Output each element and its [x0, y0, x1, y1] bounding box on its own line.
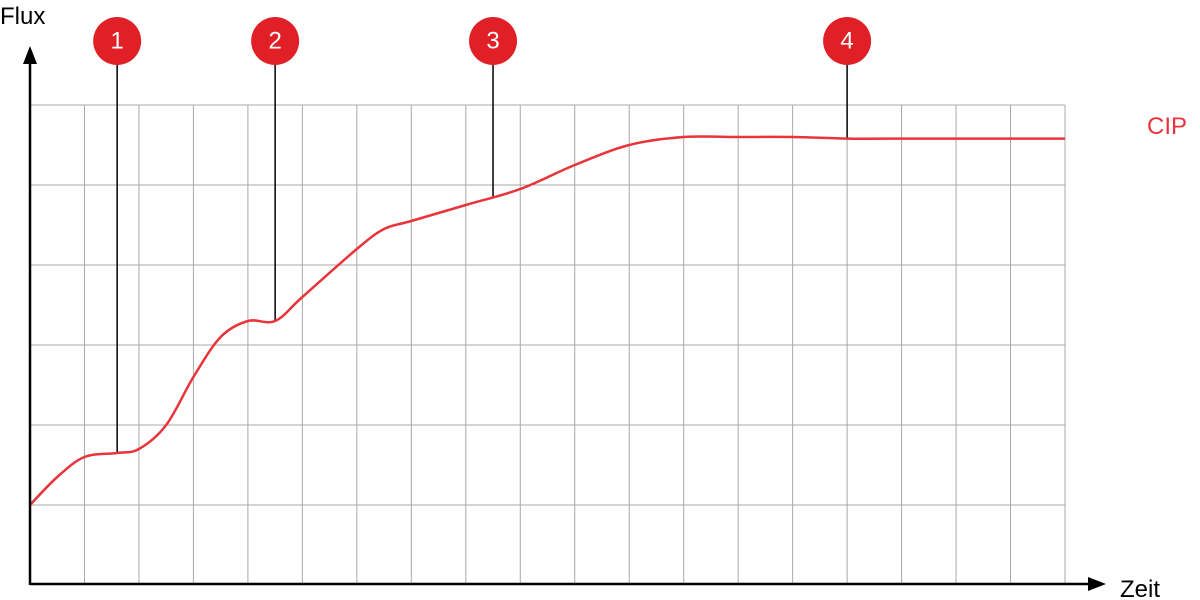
- series-label-cip: CIP: [1147, 113, 1187, 140]
- marker-number: 2: [268, 28, 281, 55]
- marker-number: 1: [110, 28, 123, 55]
- x-axis-label: Zeit: [1120, 576, 1160, 600]
- marker-leaders: [116, 65, 848, 453]
- marker-circle: [823, 17, 872, 65]
- marker-circle: [251, 17, 300, 65]
- marker-number: 3: [486, 28, 499, 55]
- y-axis-label: Flux: [0, 3, 45, 30]
- marker-number: 4: [840, 28, 853, 55]
- x-axis-arrowhead: [1088, 577, 1106, 591]
- marker-circle: [469, 17, 518, 65]
- y-axis-arrowhead: [23, 46, 37, 64]
- series-line-cip: [29, 135, 1065, 506]
- markers: 1 2 3 4: [93, 17, 872, 65]
- marker-circle: [93, 17, 142, 65]
- grid: [30, 104, 1066, 585]
